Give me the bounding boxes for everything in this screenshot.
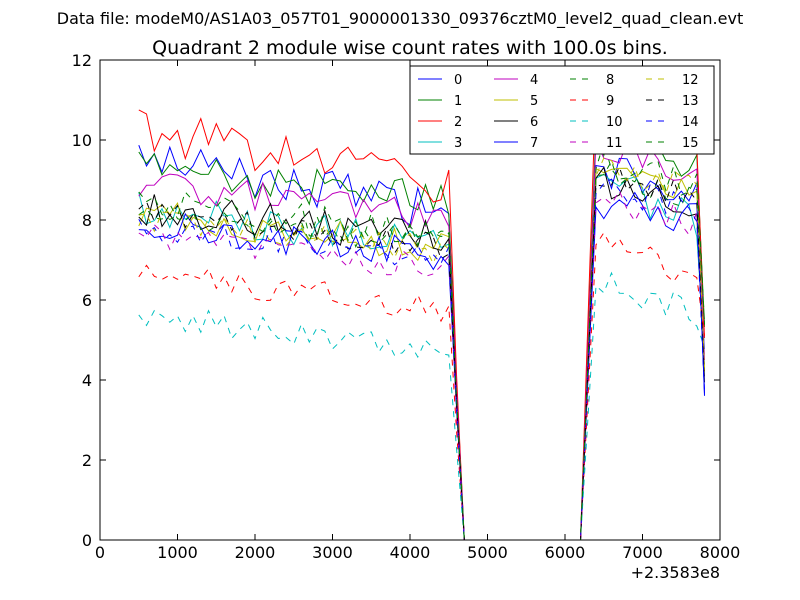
legend-label-5: 5 bbox=[530, 94, 538, 109]
series-line-9 bbox=[138, 231, 705, 540]
x-tick-label: 4000 bbox=[390, 543, 431, 562]
legend-label-7: 7 bbox=[530, 136, 538, 151]
x-tick-label: 7000 bbox=[622, 543, 663, 562]
chart-suptitle: Data file: modeM0/AS1A03_057T01_90000013… bbox=[57, 9, 743, 29]
legend-label-8: 8 bbox=[606, 73, 614, 88]
y-tick-label: 2 bbox=[82, 451, 92, 470]
legend-label-1: 1 bbox=[454, 94, 462, 109]
y-tick-label: 0 bbox=[82, 531, 92, 550]
legend-label-15: 15 bbox=[682, 136, 699, 151]
legend-label-0: 0 bbox=[454, 73, 462, 88]
x-tick-label: 8000 bbox=[700, 543, 741, 562]
series-line-15 bbox=[138, 141, 705, 540]
series-line-10 bbox=[138, 271, 705, 540]
x-tick-label: 3000 bbox=[312, 543, 353, 562]
legend-label-3: 3 bbox=[454, 136, 462, 151]
legend-label-6: 6 bbox=[530, 115, 538, 130]
legend-label-11: 11 bbox=[606, 136, 623, 151]
x-offset-label: +2.3583e8 bbox=[631, 563, 720, 582]
x-tick-label: 2000 bbox=[235, 543, 276, 562]
legend-label-13: 13 bbox=[682, 94, 699, 109]
series-line-0 bbox=[138, 145, 705, 540]
y-tick-label: 10 bbox=[72, 131, 92, 150]
x-axis: 0 1000 2000 3000 4000 5000 6000 7000 8000 bbox=[95, 60, 740, 562]
x-tick-label: 0 bbox=[95, 543, 105, 562]
y-tick-label: 4 bbox=[82, 371, 92, 390]
legend-box bbox=[409, 65, 715, 155]
legend-label-14: 14 bbox=[682, 115, 699, 130]
legend-label-10: 10 bbox=[606, 115, 623, 130]
series-line-7 bbox=[138, 191, 705, 540]
series-line-13 bbox=[138, 165, 705, 540]
series-layer bbox=[138, 82, 705, 540]
chart-title: Quadrant 2 module wise count rates with … bbox=[152, 37, 668, 59]
series-line-14 bbox=[138, 178, 705, 540]
x-tick-label: 5000 bbox=[467, 543, 508, 562]
x-tick-label: 6000 bbox=[545, 543, 586, 562]
series-line-8 bbox=[138, 159, 705, 540]
x-tick-label: 1000 bbox=[157, 543, 198, 562]
series-line-11 bbox=[138, 189, 705, 540]
series-line-6 bbox=[138, 166, 705, 540]
series-line-12 bbox=[138, 157, 705, 540]
series-line-1 bbox=[138, 120, 705, 540]
y-tick-label: 8 bbox=[82, 211, 92, 230]
y-tick-label: 6 bbox=[82, 291, 92, 310]
legend-label-4: 4 bbox=[530, 73, 538, 88]
legend-label-2: 2 bbox=[454, 115, 462, 130]
legend-label-9: 9 bbox=[606, 94, 614, 109]
legend-label-12: 12 bbox=[682, 73, 699, 88]
y-tick-label: 12 bbox=[72, 51, 92, 70]
series-line-5 bbox=[138, 167, 705, 540]
series-line-3 bbox=[138, 173, 705, 540]
